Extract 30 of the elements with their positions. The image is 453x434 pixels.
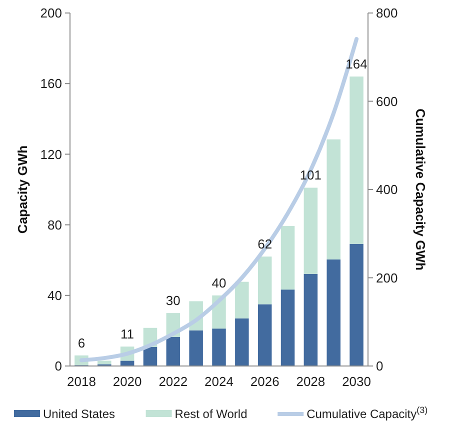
y2-tick-label: 400 [376, 182, 398, 198]
legend-label: Rest of World [174, 407, 248, 421]
total-label: 101 [300, 168, 322, 183]
total-label: 11 [120, 326, 134, 342]
legend-label: United States [43, 407, 116, 421]
legend-label: Cumulative Capacity$^{(3)}$ [306, 405, 428, 421]
total-label: 62 [258, 236, 272, 252]
y-axis-title: Capacity GWh [15, 145, 30, 234]
x-tick-label: 2022 [158, 374, 188, 389]
total-label: 6 [78, 335, 86, 350]
total-label: 164 [346, 56, 368, 72]
y-tick-label: 120 [40, 146, 62, 162]
y2-axis-title: Cumulative Capacity GWh [413, 108, 428, 270]
y-tick-label: 200 [40, 6, 62, 21]
x-tick-label: 2030 [342, 374, 371, 389]
y-tick-label: 0 [54, 358, 62, 374]
y2-tick-label: 600 [376, 94, 398, 109]
y2-tick-label: 200 [376, 270, 398, 286]
x-tick-label: 2026 [250, 374, 280, 389]
y-tick-label: 160 [40, 76, 62, 92]
y-tick-label: 40 [48, 288, 62, 303]
y-tick-label: 80 [48, 217, 62, 232]
x-tick-label: 2028 [296, 374, 326, 389]
total-label: 40 [212, 275, 226, 290]
total-label: 30 [166, 293, 180, 308]
y2-tick-label: 800 [376, 6, 398, 21]
x-tick-label: 2024 [204, 374, 234, 389]
x-tick-label: 2018 [67, 374, 96, 389]
x-tick-label: 2020 [112, 374, 142, 389]
y2-tick-label: 0 [376, 358, 384, 374]
